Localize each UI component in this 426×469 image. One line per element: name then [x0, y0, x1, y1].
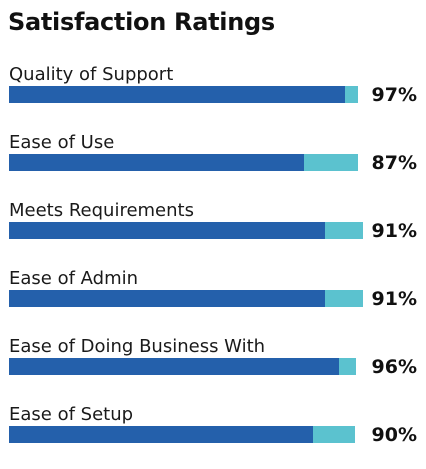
bar-container [9, 86, 358, 103]
bar-value-label: 90% [371, 424, 417, 446]
bar-value-label: 97% [371, 84, 417, 106]
bar-row: Ease of Doing Business With 96% [0, 336, 426, 396]
bar-value-label: 91% [371, 288, 417, 310]
bar-row: Meets Requirements 91% [0, 200, 426, 260]
bar-row: Quality of Support 97% [0, 64, 426, 124]
chart-title: Satisfaction Ratings [8, 8, 275, 36]
bar-container [9, 426, 358, 443]
bar [9, 154, 304, 171]
bar-label: Ease of Use [9, 132, 115, 153]
bar-row: Ease of Use 87% [0, 132, 426, 192]
bar-row: Ease of Setup 90% [0, 404, 426, 464]
bar-label: Ease of Setup [9, 404, 134, 425]
bar-value-label: 96% [371, 356, 417, 378]
bar-label: Ease of Doing Business With [9, 336, 266, 357]
bar [9, 426, 313, 443]
bar-label: Quality of Support [9, 64, 174, 85]
bar-value-label: 91% [371, 220, 417, 242]
bar-label: Meets Requirements [9, 200, 194, 221]
bar-container [9, 290, 363, 307]
bar [9, 358, 339, 375]
bar-container [9, 154, 358, 171]
bar-container [9, 358, 358, 375]
bar-label: Ease of Admin [9, 268, 139, 289]
bar [9, 290, 325, 307]
bar-container [9, 222, 363, 239]
bar-value-label: 87% [371, 152, 417, 174]
bar [9, 222, 325, 239]
bar-row: Ease of Admin 91% [0, 268, 426, 328]
bar [9, 86, 345, 103]
